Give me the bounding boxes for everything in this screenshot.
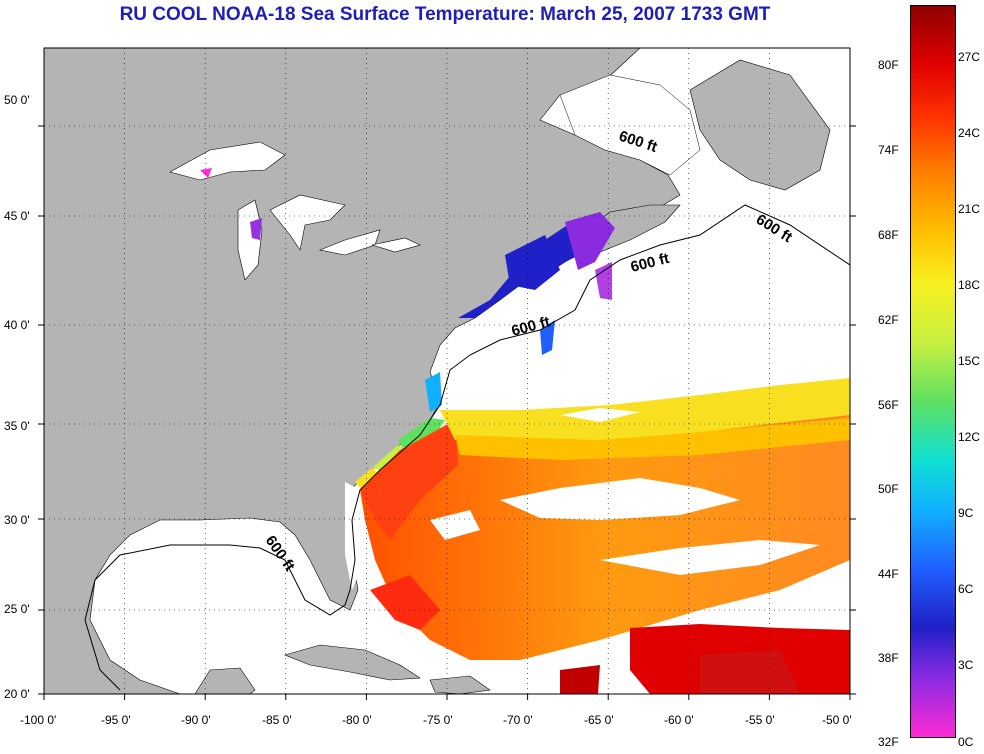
land-hispaniola (429, 675, 491, 694)
colorbar-label-f: 50F (878, 482, 899, 496)
colorbar-label-f: 62F (878, 313, 899, 327)
lon-label: -55 0' (745, 713, 775, 727)
lon-label: -50 0' (822, 713, 852, 727)
st-lawrence-water (559, 74, 701, 176)
colorbar-label-f: 68F (878, 228, 899, 242)
lon-label: -95 0' (101, 713, 131, 727)
colorbar-label-f: 56F (878, 398, 899, 412)
lon-label: -65 0' (584, 713, 614, 727)
cloud-mask (345, 408, 820, 590)
temperature-colorbar (910, 5, 956, 738)
lat-label: 50 0' (4, 93, 30, 107)
lat-label: 45 0' (4, 209, 30, 223)
lon-label: -70 0' (503, 713, 533, 727)
lat-label: 40 0' (4, 318, 30, 332)
colorbar-label-c: 12C (958, 430, 981, 444)
colorbar-label-c: 24C (958, 126, 981, 140)
sst-warm-region (360, 378, 850, 660)
colorbar-label-f: 74F (878, 143, 899, 157)
lon-label: -100 0' (20, 713, 57, 727)
lat-label: 30 0' (4, 513, 30, 527)
lat-label: 25 0' (4, 602, 30, 616)
sst-tropical-region (560, 624, 850, 694)
colorbar-label-c: 15C (958, 354, 981, 368)
colorbar-label-c: 21C (958, 202, 981, 216)
lat-label: 35 0' (4, 419, 30, 433)
colorbar-label-c: 6C (958, 582, 974, 596)
land-cuba (284, 644, 421, 681)
colorbar-label-c: 27C (958, 50, 981, 64)
land-yucatan (194, 667, 256, 694)
lon-label: -60 0' (664, 713, 694, 727)
colorbar-label-c: 0C (958, 735, 974, 749)
lon-label: -85 0' (262, 713, 292, 727)
colorbar-label-f: 80F (878, 58, 899, 72)
map-title: RU COOL NOAA-18 Sea Surface Temperature:… (119, 4, 771, 25)
land-newfoundland (689, 59, 831, 191)
lon-label: -75 0' (423, 713, 453, 727)
sst-cold-region (200, 168, 615, 355)
colorbar-label-f: 32F (878, 735, 899, 749)
axis-ticks (38, 125, 856, 700)
colorbar-label-c: 18C (958, 278, 981, 292)
isobath-600ft (84, 204, 850, 691)
lon-label: -90 0' (181, 713, 211, 727)
colorbar-label-f: 38F (878, 651, 899, 665)
colorbar-label-c: 3C (958, 658, 974, 672)
colorbar-label-c: 9C (958, 506, 974, 520)
lat-label: 20 0' (4, 687, 30, 701)
lon-label: -80 0' (342, 713, 372, 727)
colorbar-label-f: 44F (878, 567, 899, 581)
